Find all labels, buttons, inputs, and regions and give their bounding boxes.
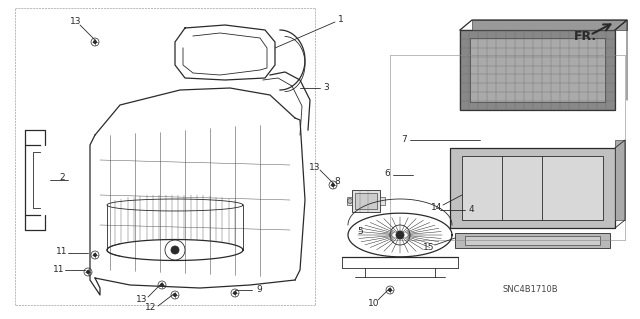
Bar	[352, 190, 380, 212]
Text: 11: 11	[53, 264, 65, 273]
Circle shape	[388, 288, 392, 292]
Bar	[347, 197, 352, 205]
Text: 1: 1	[338, 16, 344, 25]
Bar	[472, 20, 627, 30]
Text: 6: 6	[384, 169, 390, 179]
Circle shape	[173, 293, 177, 296]
Text: 14: 14	[431, 203, 443, 211]
Bar	[355, 193, 377, 209]
Text: 3: 3	[323, 83, 329, 92]
Text: 13: 13	[136, 295, 148, 305]
Bar	[465, 236, 600, 245]
Bar	[450, 148, 615, 228]
Circle shape	[93, 254, 97, 256]
Bar	[470, 38, 605, 102]
Text: 8: 8	[334, 176, 340, 186]
Bar	[460, 30, 615, 110]
Bar	[462, 156, 603, 220]
Bar	[615, 140, 625, 220]
Text: 4: 4	[468, 204, 474, 213]
Text: 13: 13	[309, 162, 321, 172]
Text: SNC4B1710B: SNC4B1710B	[502, 286, 558, 294]
Circle shape	[234, 292, 237, 294]
Text: 10: 10	[368, 300, 380, 308]
Text: 13: 13	[70, 18, 82, 26]
Circle shape	[93, 41, 97, 43]
Circle shape	[332, 183, 335, 187]
Text: 5: 5	[357, 227, 363, 236]
Text: 11: 11	[56, 248, 68, 256]
Text: 12: 12	[145, 303, 157, 313]
Text: FR.: FR.	[573, 31, 596, 43]
Bar	[380, 197, 385, 205]
Text: 15: 15	[423, 242, 435, 251]
Circle shape	[396, 231, 404, 239]
Text: 2: 2	[59, 174, 65, 182]
Circle shape	[161, 284, 163, 286]
Circle shape	[348, 198, 353, 204]
Text: 7: 7	[401, 136, 407, 145]
Circle shape	[171, 246, 179, 254]
Bar	[455, 233, 610, 248]
Text: 9: 9	[256, 285, 262, 293]
Circle shape	[86, 271, 90, 273]
